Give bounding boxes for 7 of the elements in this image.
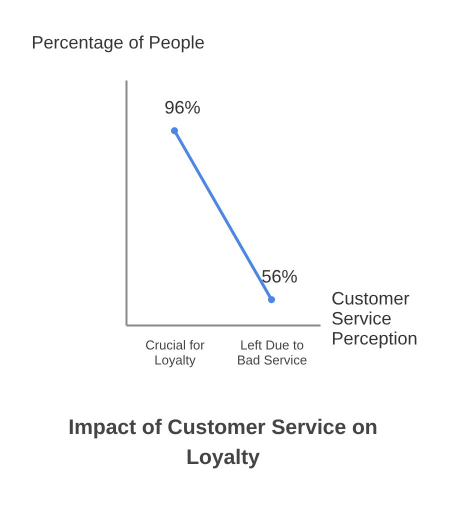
x-axis-title: Customer Service Perception bbox=[332, 288, 418, 348]
text: Impact of Customer Service on Loyalty bbox=[68, 416, 378, 469]
data-label: 96% bbox=[164, 98, 201, 118]
x-tick-label: Left Due to Bad Service bbox=[236, 338, 308, 368]
data-label: 56% bbox=[261, 266, 298, 287]
x-tick-label: Crucial for Loyalty bbox=[145, 338, 206, 368]
y-axis-title: Percentage of People bbox=[32, 32, 205, 52]
